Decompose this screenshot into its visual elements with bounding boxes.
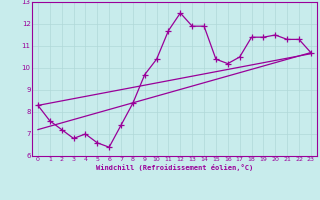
X-axis label: Windchill (Refroidissement éolien,°C): Windchill (Refroidissement éolien,°C) xyxy=(96,164,253,171)
